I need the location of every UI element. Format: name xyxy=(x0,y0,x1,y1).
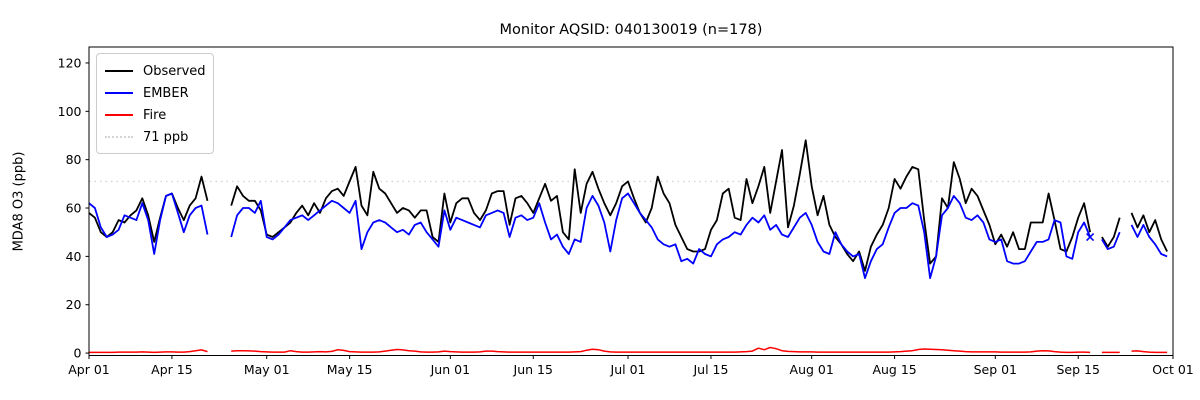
y-tick-label: 120 xyxy=(58,55,82,70)
series-line-fire xyxy=(89,346,1168,354)
y-tick-label: 40 xyxy=(66,249,82,264)
y-tick-label: 100 xyxy=(58,104,82,119)
legend-entry-fire: Fire xyxy=(105,104,205,126)
x-tick-label: Apr 01 xyxy=(68,362,110,377)
x-tick-label: Oct 01 xyxy=(1152,362,1194,377)
series-line-observed xyxy=(88,139,1168,272)
x-tick-label: Jul 01 xyxy=(610,362,646,377)
legend-line-swatch xyxy=(105,92,133,94)
series-line-ember xyxy=(88,192,1168,279)
chart-title: Monitor AQSID: 040130019 (n=178) xyxy=(499,22,763,38)
x-tick-label: Jul 15 xyxy=(692,362,728,377)
y-tick-label: 80 xyxy=(66,152,82,167)
x-tick-label: Apr 15 xyxy=(151,362,193,377)
legend-label: Observed xyxy=(143,63,206,79)
x-tick-label: Jun 01 xyxy=(430,362,470,377)
x-tick-label: Sep 01 xyxy=(974,362,1017,377)
x-tick-label: Sep 15 xyxy=(1056,362,1099,377)
legend-line-swatch xyxy=(105,136,133,138)
legend: Observed EMBER Fire 71 ppb xyxy=(96,53,214,154)
legend-line-swatch xyxy=(105,114,133,116)
y-tick-label: 20 xyxy=(66,297,82,312)
legend-entry-ember: EMBER xyxy=(105,82,205,104)
axes-spines xyxy=(88,46,1174,356)
legend-line-swatch xyxy=(105,70,133,72)
y-tick-label: 60 xyxy=(66,201,82,216)
legend-label: 71 ppb xyxy=(143,129,189,145)
legend-label: EMBER xyxy=(143,85,189,101)
x-tick-label: Aug 15 xyxy=(872,362,916,377)
y-axis-label: MDA8 O3 (ppb) xyxy=(11,151,27,252)
x-tick-label: Jun 15 xyxy=(513,362,553,377)
y-tick-label: 0 xyxy=(74,346,82,361)
x-tick-label: May 15 xyxy=(327,362,373,377)
ember-x-marker xyxy=(1086,232,1095,242)
legend-entry-71-ppb: 71 ppb xyxy=(105,126,205,148)
x-tick-label: Aug 01 xyxy=(790,362,834,377)
legend-entry-observed: Observed xyxy=(105,60,206,82)
legend-label: Fire xyxy=(143,107,167,123)
x-tick-label: May 01 xyxy=(244,362,290,377)
